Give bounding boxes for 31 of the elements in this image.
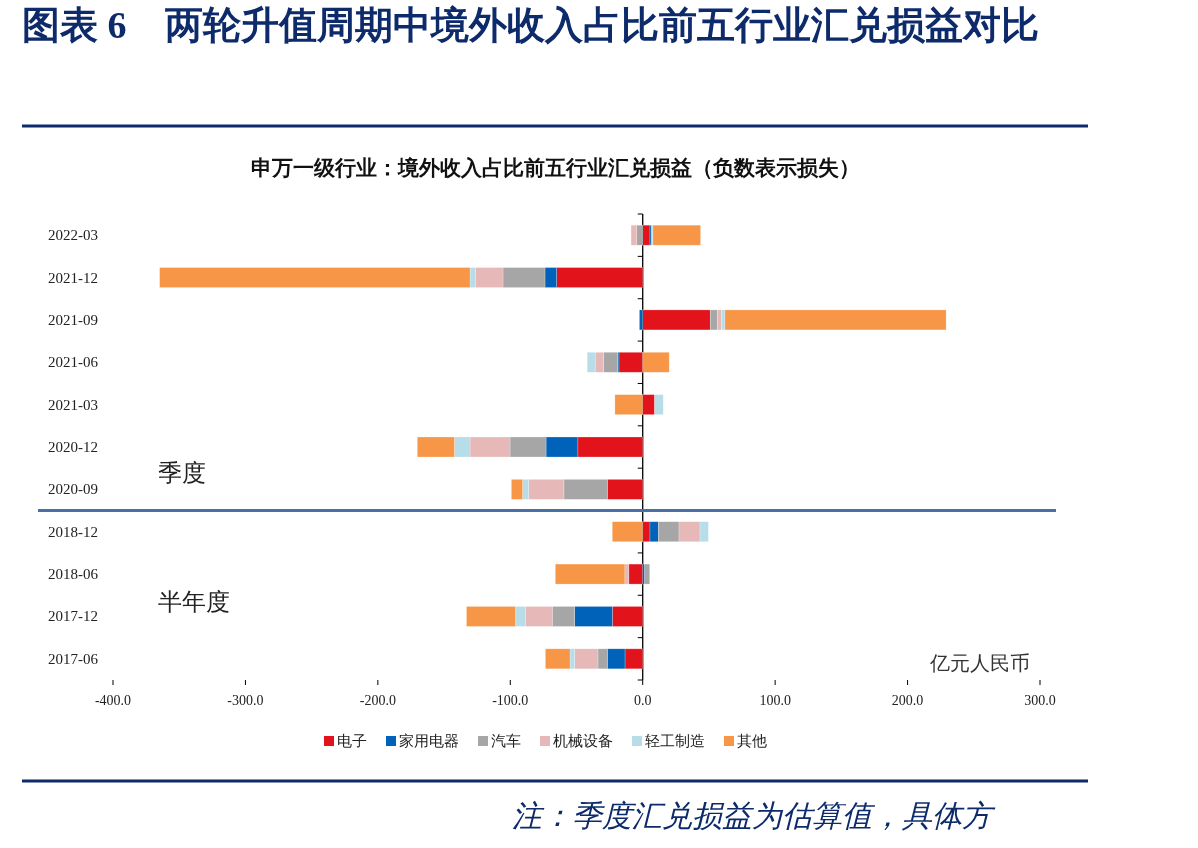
y-tick-label: 2017-12 bbox=[48, 608, 98, 625]
annotation: 半年度 bbox=[158, 589, 230, 615]
x-tick-label: -200.0 bbox=[359, 693, 396, 708]
y-tick-label: 2020-12 bbox=[48, 439, 98, 455]
x-tick-label: 200.0 bbox=[891, 693, 924, 708]
y-tick-label: 2021-12 bbox=[48, 269, 98, 286]
annotation: 亿元人民币 bbox=[929, 652, 1030, 674]
legend-label: 轻工制造 bbox=[645, 733, 705, 749]
y-tick-label: 2018-06 bbox=[48, 566, 99, 583]
annotation: 季度 bbox=[158, 460, 206, 486]
y-tick-label: 2022-03 bbox=[48, 227, 98, 244]
x-tick-label: -100.0 bbox=[492, 693, 529, 708]
x-tick-label: -400.0 bbox=[94, 693, 132, 708]
x-tick-label: 300.0 bbox=[1024, 693, 1056, 708]
y-tick-label: 2021-09 bbox=[48, 311, 98, 328]
y-tick-label: 2021-03 bbox=[48, 396, 98, 413]
legend-label: 家用电器 bbox=[399, 733, 459, 749]
legend-label: 机械设备 bbox=[553, 733, 613, 749]
legend-label: 汽车 bbox=[491, 733, 521, 749]
x-tick-label: 0.0 bbox=[633, 693, 652, 708]
chart-subtitle: 申万一级行业：境外收入占比前五行业汇兑损益（负数表示损失） bbox=[250, 156, 860, 180]
chart-title: 图表 6 两轮升值周期中境外收入占比前五行业汇兑损益对比 bbox=[22, 4, 1039, 46]
y-tick-label: 2020-09 bbox=[48, 481, 98, 498]
legend-label: 电子 bbox=[337, 733, 367, 749]
x-tick-label: -300.0 bbox=[227, 693, 264, 708]
x-tick-label: 100.0 bbox=[759, 693, 791, 708]
y-tick-label: 2021-06 bbox=[48, 354, 99, 371]
text: 注：季度汇兑损益为估算值，具体方 bbox=[512, 799, 996, 832]
y-tick-label: 2017-06 bbox=[48, 650, 99, 667]
legend-label: 其他 bbox=[737, 733, 767, 749]
y-tick-label: 2018-12 bbox=[48, 523, 98, 540]
